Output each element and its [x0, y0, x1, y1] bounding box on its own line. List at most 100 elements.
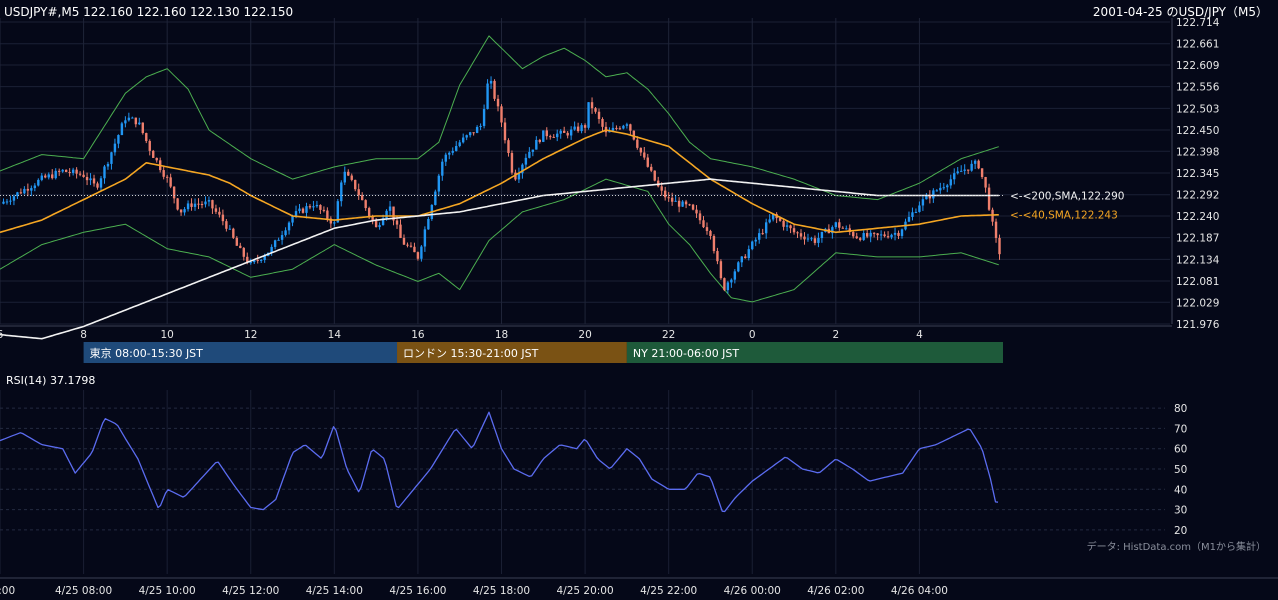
candle-body: [26, 188, 30, 191]
candle-body: [615, 127, 618, 129]
candle-body: [61, 169, 64, 172]
candle-body: [308, 206, 312, 208]
sma40-line: [0, 129, 999, 234]
candle-body: [876, 233, 879, 236]
candle-body: [162, 170, 165, 177]
candle-body: [434, 191, 437, 205]
candle-body: [374, 220, 378, 228]
candle-body: [803, 236, 806, 240]
candle-body: [221, 214, 225, 222]
candle-body: [110, 152, 113, 164]
candle-body: [618, 128, 622, 130]
candle-body: [350, 175, 353, 180]
candle-body: [378, 225, 381, 228]
candle-body: [542, 130, 545, 142]
price-time-tick-label: 14: [328, 329, 342, 341]
candle-body: [549, 136, 552, 138]
candle-body: [5, 201, 9, 203]
candle-body: [33, 185, 37, 189]
candle-body: [333, 222, 336, 224]
candle-body: [684, 201, 688, 205]
candle-body: [465, 135, 468, 138]
price-tick-label: 122.292: [1176, 190, 1219, 202]
price-axis: 122.714 122.661 122.609 122.556 122.503 122.4…: [1171, 17, 1220, 331]
candle-body: [183, 209, 186, 213]
candle-body: [953, 173, 956, 180]
candle-body: [12, 196, 16, 201]
candle-body: [799, 233, 803, 237]
candle-body: [336, 201, 340, 223]
rsi-time-tick-label: 4/25 20:00: [556, 585, 613, 597]
candle-body: [559, 130, 562, 134]
candle-body: [723, 278, 726, 291]
candle-body: [911, 212, 914, 217]
price-tick-label: 122.345: [1176, 168, 1219, 180]
candle-body: [319, 204, 322, 210]
candle-body: [845, 228, 848, 230]
candle-body: [68, 172, 71, 174]
rsi-time-tick-label: 4/25 08:00: [55, 585, 112, 597]
candle-body: [455, 146, 458, 151]
candle-body: [423, 229, 427, 247]
candle-body: [249, 262, 252, 264]
candle-body: [733, 271, 737, 280]
session-bands: 東京 08:00-15:30 JST ロンドン 15:30-21:00 JST NY…: [83, 342, 1003, 363]
rsi-axis: 20 30 40 50 60 70 80: [1174, 403, 1187, 537]
candle-body: [127, 117, 131, 121]
chart-title: 2001-04-25 のUSD/JPY（M5）: [1093, 5, 1268, 19]
rsi-time-tick-label: 4/25 12:00: [222, 585, 279, 597]
candle-body: [677, 200, 681, 207]
candle-body: [294, 211, 298, 217]
candle-body: [169, 177, 172, 187]
candle-body: [85, 176, 89, 181]
candle-body: [531, 149, 535, 152]
candle-body: [326, 210, 329, 219]
candle-body: [287, 222, 291, 231]
price-tick-label: 122.134: [1176, 254, 1220, 266]
rsi-tick-label: 40: [1174, 484, 1187, 496]
candle-body: [660, 186, 663, 191]
candle-body: [148, 141, 151, 151]
price-time-tick-label: 10: [160, 329, 173, 341]
candle-body: [810, 238, 813, 240]
candle-body: [461, 137, 465, 143]
rsi-tick-label: 80: [1174, 403, 1187, 415]
candle-body: [751, 241, 754, 250]
candle-body: [517, 173, 521, 180]
candle-body: [458, 142, 461, 147]
candle-body: [360, 195, 364, 201]
candle-body: [301, 208, 305, 213]
rsi-line-path: [0, 411, 999, 513]
candle-body: [322, 209, 326, 211]
candle-body: [552, 136, 555, 138]
candle-body: [688, 204, 691, 206]
candle-body: [806, 238, 810, 240]
candle-body: [141, 122, 144, 134]
candle-body: [984, 177, 987, 188]
candle-body: [754, 239, 757, 242]
price-tick-label: 122.609: [1176, 60, 1219, 72]
candle-body: [580, 125, 583, 132]
candle-body: [528, 151, 531, 158]
candle-body: [942, 187, 945, 189]
candle-body: [246, 256, 249, 263]
candle-body: [935, 190, 939, 192]
price-tick-label: 122.187: [1176, 233, 1219, 245]
data-source-note: データ: HistData.com（M1から集計）: [1087, 540, 1266, 553]
candle-body: [977, 160, 980, 169]
candle-body: [486, 83, 489, 110]
candle-body: [963, 169, 966, 171]
candle-body: [315, 204, 319, 207]
price-tick-label: 121.976: [1176, 319, 1220, 331]
candle-body: [305, 206, 308, 213]
candle-body: [636, 139, 639, 148]
candle-body: [782, 220, 785, 227]
price-tick-label: 122.081: [1176, 276, 1219, 288]
candle-body: [441, 161, 444, 176]
candle-body: [893, 232, 897, 235]
sma200-label: <-<200,SMA,122.290: [1010, 191, 1124, 203]
candle-body: [263, 255, 266, 260]
candle-body: [277, 239, 280, 241]
candle-body: [30, 188, 33, 191]
candle-body: [590, 102, 594, 109]
